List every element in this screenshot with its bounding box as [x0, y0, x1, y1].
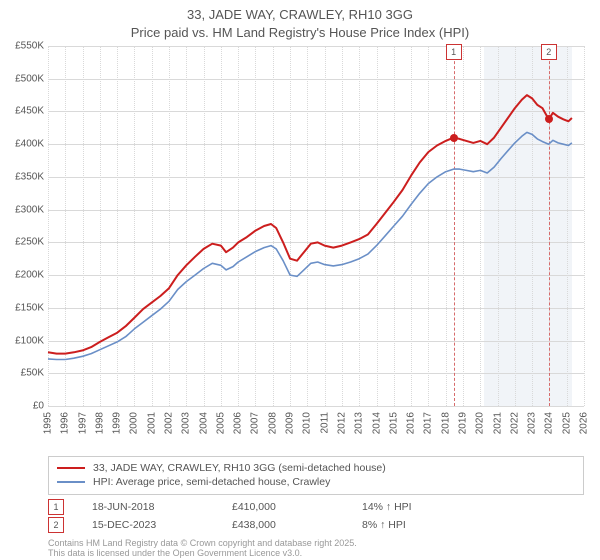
y-tick-label: £350K [15, 171, 44, 182]
y-tick-label: £150K [15, 302, 44, 313]
legend-swatch-property [57, 467, 85, 469]
x-tick-label: 2020 [475, 412, 486, 434]
x-tick-label: 1997 [77, 412, 88, 434]
legend-row-hpi: HPI: Average price, semi-detached house,… [57, 475, 575, 489]
x-tick-label: 2026 [579, 412, 590, 434]
x-tick-label: 2015 [388, 412, 399, 434]
x-tick-label: 2013 [354, 412, 365, 434]
footer-attribution: Contains HM Land Registry data © Crown c… [48, 538, 357, 559]
gridline-h [48, 406, 584, 407]
legend-row-property: 33, JADE WAY, CRAWLEY, RH10 3GG (semi-de… [57, 461, 575, 475]
legend-box: 33, JADE WAY, CRAWLEY, RH10 3GG (semi-de… [48, 456, 584, 495]
x-tick-label: 2009 [285, 412, 296, 434]
y-tick-label: £300K [15, 204, 44, 215]
x-tick-label: 2021 [492, 412, 503, 434]
x-tick-label: 2018 [440, 412, 451, 434]
y-tick-label: £0 [33, 401, 44, 412]
y-tick-label: £50K [21, 368, 44, 379]
chart-container: 33, JADE WAY, CRAWLEY, RH10 3GG Price pa… [0, 0, 600, 560]
marker-date-1: 18-JUN-2018 [92, 501, 232, 513]
x-tick-label: 2003 [181, 412, 192, 434]
footer-line-1: Contains HM Land Registry data © Crown c… [48, 538, 357, 548]
marker-badge-1: 1 [48, 499, 64, 515]
y-tick-label: £200K [15, 270, 44, 281]
x-tick-label: 2007 [250, 412, 261, 434]
title-block: 33, JADE WAY, CRAWLEY, RH10 3GG Price pa… [0, 0, 600, 41]
legend-swatch-hpi [57, 481, 85, 483]
x-tick-label: 2006 [233, 412, 244, 434]
y-tick-label: £250K [15, 237, 44, 248]
y-tick-label: £100K [15, 335, 44, 346]
legend-label-hpi: HPI: Average price, semi-detached house,… [93, 475, 330, 489]
marker-date-2: 15-DEC-2023 [92, 519, 232, 531]
x-tick-label: 2017 [423, 412, 434, 434]
x-tick-label: 2024 [544, 412, 555, 434]
marker-details-table: 1 18-JUN-2018 £410,000 14% ↑ HPI 2 15-DE… [48, 498, 584, 534]
x-tick-label: 1998 [94, 412, 105, 434]
x-tick-label: 2004 [198, 412, 209, 434]
x-tick-label: 2000 [129, 412, 140, 434]
marker-delta-2: 8% ↑ HPI [362, 519, 482, 531]
x-tick-label: 2022 [509, 412, 520, 434]
x-tick-label: 2005 [215, 412, 226, 434]
x-tick-label: 2010 [302, 412, 313, 434]
chart-lines-svg [48, 46, 584, 406]
chart-plot-area: £0£50K£100K£150K£200K£250K£300K£350K£400… [48, 46, 584, 406]
x-tick-label: 2011 [319, 412, 330, 434]
x-tick-label: 2008 [267, 412, 278, 434]
marker-badge-2: 2 [48, 517, 64, 533]
x-tick-label: 2012 [336, 412, 347, 434]
legend-label-property: 33, JADE WAY, CRAWLEY, RH10 3GG (semi-de… [93, 461, 386, 475]
x-tick-label: 2019 [457, 412, 468, 434]
gridline-v [584, 46, 585, 406]
y-tick-label: £500K [15, 73, 44, 84]
x-tick-label: 1996 [60, 412, 71, 434]
x-tick-label: 2023 [527, 412, 538, 434]
x-tick-label: 2025 [561, 412, 572, 434]
marker-delta-1: 14% ↑ HPI [362, 501, 482, 513]
x-tick-label: 2014 [371, 412, 382, 434]
title-line-1: 33, JADE WAY, CRAWLEY, RH10 3GG [0, 6, 600, 24]
x-tick-label: 1995 [43, 412, 54, 434]
x-tick-label: 1999 [112, 412, 123, 434]
y-tick-label: £550K [15, 41, 44, 52]
marker-price-2: £438,000 [232, 519, 362, 531]
y-tick-label: £400K [15, 139, 44, 150]
x-tick-label: 2002 [164, 412, 175, 434]
marker-row-1: 1 18-JUN-2018 £410,000 14% ↑ HPI [48, 498, 584, 516]
footer-line-2: This data is licensed under the Open Gov… [48, 548, 357, 558]
y-tick-label: £450K [15, 106, 44, 117]
series-line-property [48, 95, 572, 354]
marker-price-1: £410,000 [232, 501, 362, 513]
marker-row-2: 2 15-DEC-2023 £438,000 8% ↑ HPI [48, 516, 584, 534]
title-line-2: Price paid vs. HM Land Registry's House … [0, 24, 600, 42]
x-tick-label: 2016 [406, 412, 417, 434]
x-tick-label: 2001 [146, 412, 157, 434]
